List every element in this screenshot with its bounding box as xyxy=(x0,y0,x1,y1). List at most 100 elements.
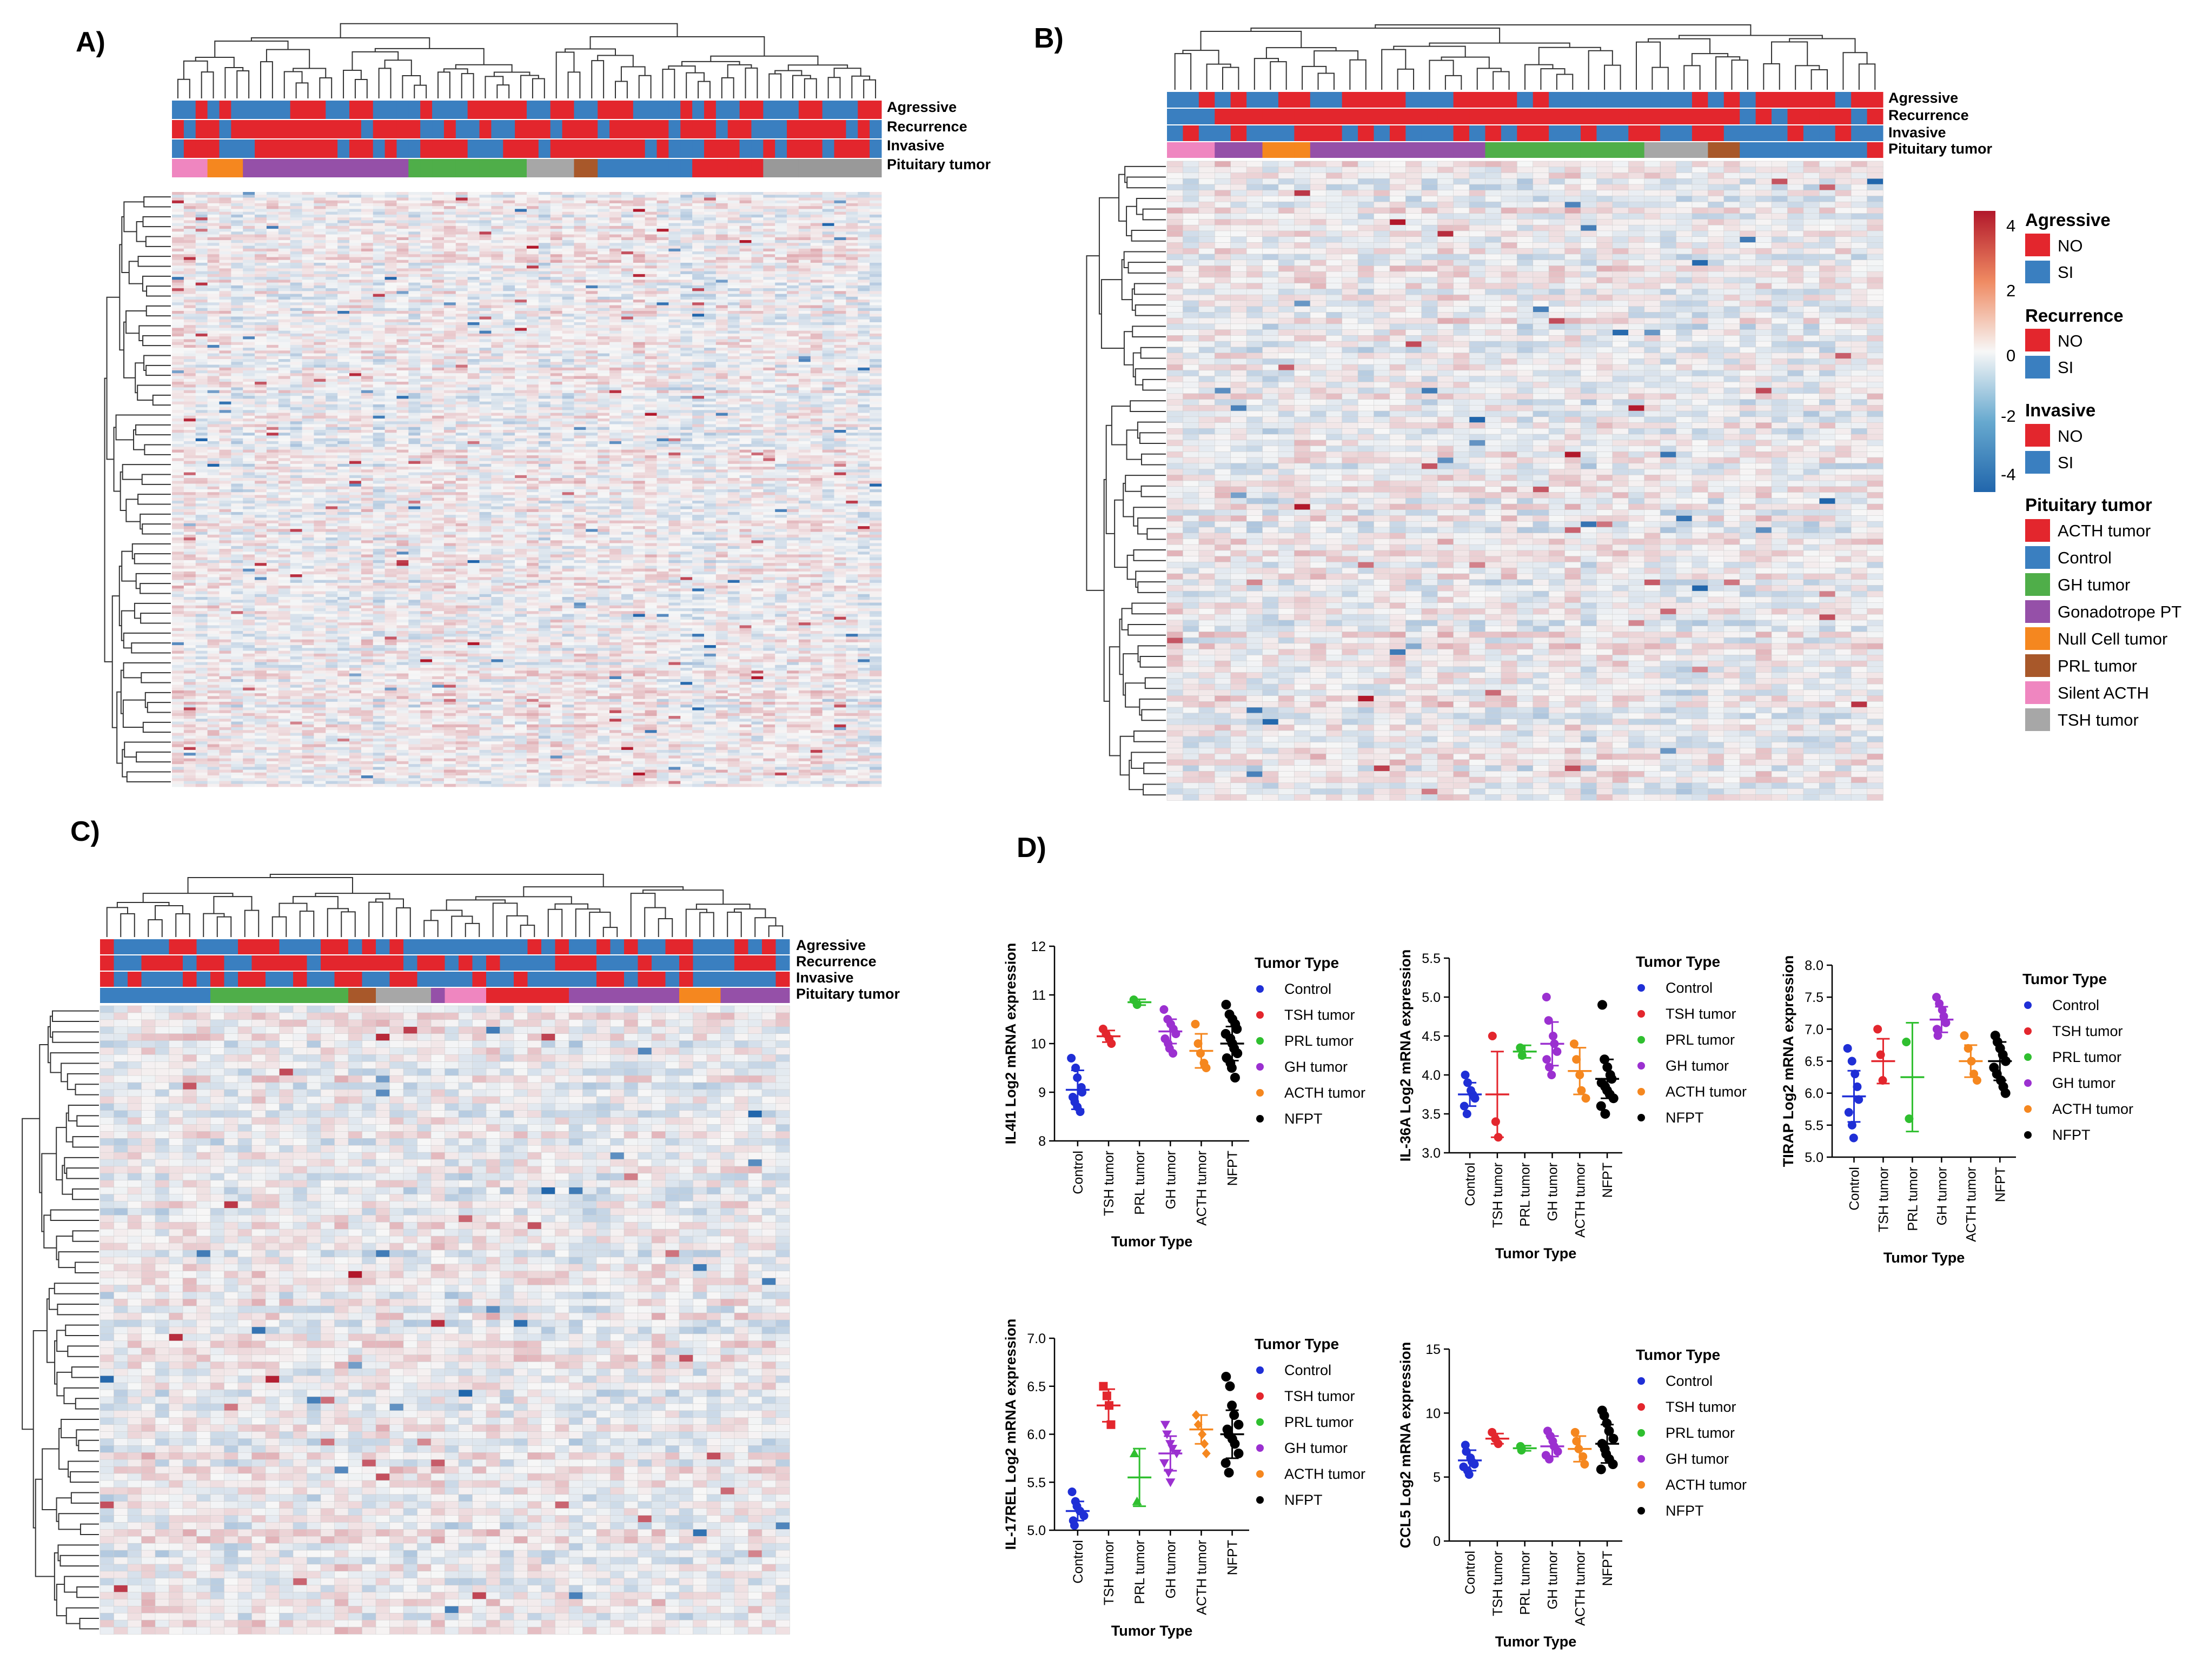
heatmap-cell xyxy=(550,212,562,215)
heatmap-cell xyxy=(823,209,834,212)
heatmap-cell xyxy=(219,197,231,201)
dendrogram-branch xyxy=(141,673,171,682)
heatmap-cell xyxy=(562,192,574,195)
heatmap-cell xyxy=(539,246,550,249)
heatmap-cell xyxy=(267,237,278,241)
heatmap-cell xyxy=(243,246,255,249)
heatmap-cell xyxy=(326,220,337,223)
legend-swatch xyxy=(2025,654,2050,677)
heatmap-cell xyxy=(373,195,385,198)
heatmap-cell xyxy=(858,212,870,215)
heatmap-cell xyxy=(550,243,562,246)
heatmap-cell xyxy=(408,229,420,232)
heatmap-cell xyxy=(657,240,669,243)
annotation-legend: Agressive NO SI Recurrence NO SI Invasiv… xyxy=(2025,210,2181,731)
heatmap-cell xyxy=(823,201,834,204)
annotation-cell xyxy=(326,120,337,138)
heatmap-cell xyxy=(787,243,799,246)
heatmap-cell xyxy=(527,192,539,195)
heatmap-cell xyxy=(420,192,432,195)
heatmap-cell xyxy=(480,201,492,204)
heatmap-cell xyxy=(799,226,811,229)
heatmap-cell xyxy=(337,215,349,218)
heatmap-cell xyxy=(668,192,680,195)
annotation-cell xyxy=(858,120,870,138)
legend-item: Silent ACTH xyxy=(2058,683,2149,702)
annotation-cell xyxy=(408,120,420,138)
dendrogram-branch xyxy=(296,83,308,98)
heatmap-cell xyxy=(704,220,716,223)
heatmap-cell xyxy=(432,240,444,243)
heatmap-cell xyxy=(609,197,621,201)
heatmap-cell xyxy=(172,201,184,204)
heatmap-cell xyxy=(550,201,562,204)
annotation-cell xyxy=(787,101,799,119)
heatmap-cell xyxy=(444,197,456,201)
heatmap-cell xyxy=(787,212,799,215)
heatmap-cell xyxy=(527,223,539,227)
heatmap-cell xyxy=(314,231,326,235)
heatmap-cell xyxy=(208,203,220,207)
heatmap-cell xyxy=(349,246,361,249)
panel-c-agressive-label: Agressive xyxy=(796,937,866,953)
heatmap-cell xyxy=(396,215,408,218)
heatmap-cell xyxy=(243,212,255,215)
legend-item: ACTH tumor xyxy=(2058,521,2151,540)
annotation-cell xyxy=(290,101,302,119)
heatmap-cell xyxy=(349,197,361,201)
heatmap-cell xyxy=(278,215,290,218)
heatmap-cell xyxy=(302,231,314,235)
heatmap-cell xyxy=(645,223,657,227)
heatmap-cell xyxy=(503,246,515,249)
heatmap-cell xyxy=(420,195,432,198)
heatmap-cell xyxy=(480,235,492,238)
heatmap-cell xyxy=(586,220,598,223)
heatmap-cell xyxy=(172,231,184,235)
heatmap-cell xyxy=(208,226,220,229)
heatmap-cell xyxy=(858,209,870,212)
heatmap-cell xyxy=(740,197,752,201)
heatmap-cell xyxy=(799,223,811,227)
annotation-cell xyxy=(314,159,326,177)
heatmap-cell xyxy=(219,226,231,229)
heatmap-cell xyxy=(337,229,349,232)
heatmap-cell xyxy=(503,235,515,238)
dendrogram-branch xyxy=(284,72,302,98)
heatmap-cell xyxy=(633,206,645,209)
heatmap-cell xyxy=(361,235,373,238)
heatmap-cell xyxy=(432,235,444,238)
panel-b-label: B) xyxy=(1034,23,1064,54)
annotation-cell xyxy=(314,140,326,158)
annotation-cell xyxy=(527,140,539,158)
heatmap-cell xyxy=(278,235,290,238)
heatmap-cell xyxy=(823,235,834,238)
annotation-cell xyxy=(515,101,527,119)
annotation-cell xyxy=(491,159,503,177)
annotation-cell xyxy=(657,140,669,158)
heatmap-cell xyxy=(823,240,834,243)
heatmap-cell xyxy=(799,217,811,221)
heatmap-cell xyxy=(480,197,492,201)
heatmap-cell xyxy=(728,203,740,207)
annotation-cell xyxy=(349,159,361,177)
heatmap-cell xyxy=(657,229,669,232)
heatmap-cell xyxy=(255,237,267,241)
heatmap-cell xyxy=(823,212,834,215)
heatmap-cell xyxy=(858,231,870,235)
heatmap-cell xyxy=(290,226,302,229)
heatmap-cell xyxy=(396,229,408,232)
heatmap-cell xyxy=(870,212,881,215)
heatmap-cell xyxy=(184,240,196,243)
heatmap-cell xyxy=(208,235,220,238)
heatmap-cell xyxy=(846,217,858,221)
annotation-cell xyxy=(219,159,231,177)
heatmap-cell xyxy=(834,201,846,204)
heatmap-cell xyxy=(598,243,609,246)
heatmap-cell xyxy=(396,203,408,207)
dendrogram-branch xyxy=(462,74,474,98)
heatmap-cell xyxy=(468,243,480,246)
annotation-cell xyxy=(503,140,515,158)
heatmap-cell xyxy=(562,237,574,241)
heatmap-cell xyxy=(491,220,503,223)
heatmap-cell xyxy=(420,246,432,249)
